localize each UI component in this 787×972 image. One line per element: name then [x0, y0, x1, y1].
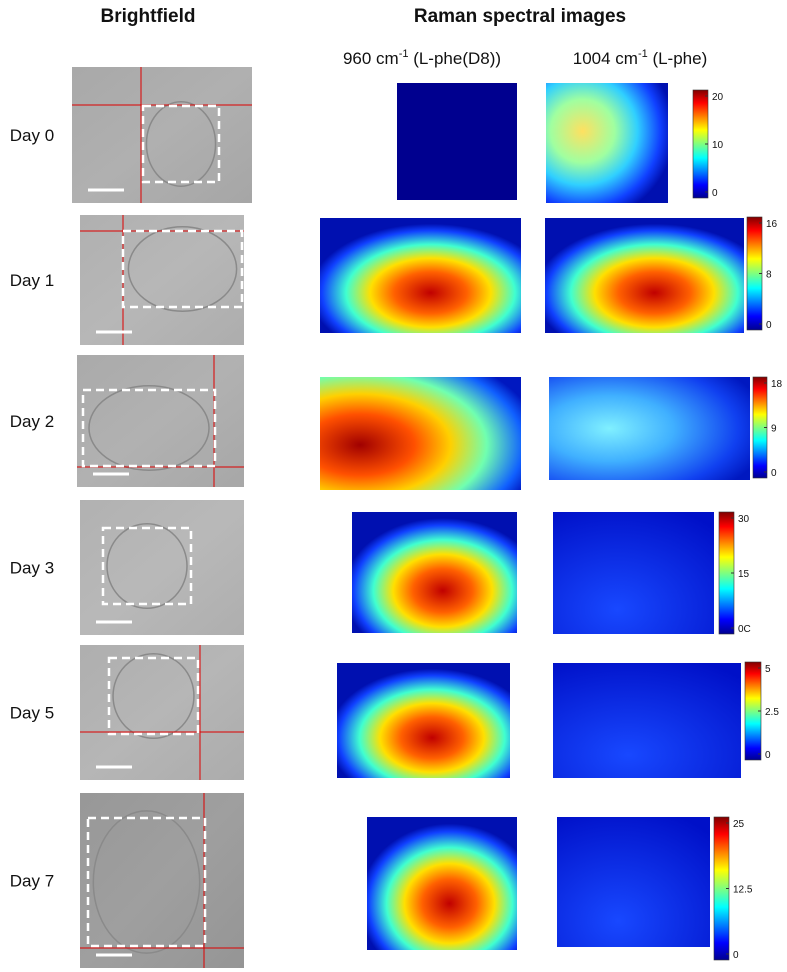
brightfield-texture	[80, 793, 244, 968]
colorbar-tick-label: 0	[712, 188, 718, 199]
cell-outline	[106, 523, 188, 609]
colorbar-tick-label: 12.5	[733, 885, 753, 896]
colorbar-tick-label: 0	[733, 950, 739, 961]
channel-text: (L-phe(D8))	[408, 49, 501, 68]
cell-outline	[145, 101, 217, 187]
channel-text: 960 cm	[343, 49, 399, 68]
colorbar-tick-label: 0	[765, 750, 771, 761]
colorbar-tick-label: 20	[712, 92, 724, 103]
raman-image	[367, 817, 517, 950]
raman-image	[545, 218, 744, 333]
day-label: Day 0	[10, 126, 54, 145]
colorbar-tick-label: 16	[766, 219, 778, 230]
brightfield-header: Brightfield	[101, 6, 196, 27]
colorbar-tick-label: 18	[771, 379, 783, 390]
cell-outline	[112, 653, 195, 739]
raman-image	[320, 377, 521, 490]
raman-image	[553, 663, 741, 778]
roi-box	[86, 816, 207, 948]
cell-outline	[88, 385, 210, 471]
raman-image	[549, 377, 750, 480]
colorbar-tick-label: 9	[771, 424, 777, 435]
rows: Day 0 20 10 0 Day 1 16 8 0 Day 2 18 9 0 Day 3 30 15 0C D…	[10, 67, 783, 968]
raman-image	[337, 663, 510, 778]
colorbar-tick-label: 0C	[738, 624, 751, 635]
colorbar-tick-label: 15	[738, 569, 750, 580]
channel-header: 960 cm-1 (L-phe(D8))	[343, 48, 501, 68]
brightfield-texture	[72, 67, 252, 203]
roi-box	[107, 656, 200, 736]
cell-outline	[127, 226, 238, 312]
raman-image	[352, 512, 517, 633]
raman-image	[320, 218, 521, 333]
colorbar-tick-label: 2.5	[765, 707, 779, 718]
brightfield-texture	[80, 215, 244, 345]
day-label: Day 1	[10, 271, 54, 290]
raman-image	[553, 512, 714, 634]
day-label: Day 2	[10, 412, 54, 431]
colorbar-tick-label: 0	[771, 468, 777, 479]
raman-image	[397, 83, 517, 200]
colorbar-tick-label: 25	[733, 819, 745, 830]
day-label: Day 3	[10, 559, 54, 578]
channel-sup: -1	[399, 48, 409, 60]
colorbar-tick-label: 10	[712, 140, 724, 151]
raman-image	[557, 817, 710, 947]
roi-box	[81, 388, 217, 468]
roi-box	[121, 229, 244, 309]
colorbar-tick-label: 5	[765, 664, 771, 675]
channel-text: (L-phe)	[648, 49, 708, 68]
channel-sup: -1	[638, 48, 648, 60]
roi-box	[141, 104, 221, 184]
raman-header: Raman spectral images	[414, 6, 626, 27]
roi-box	[101, 526, 193, 606]
cell-outline	[92, 810, 201, 954]
brightfield-texture	[80, 500, 244, 635]
colorbar-tick-label: 0	[766, 320, 772, 331]
day-label: Day 7	[10, 872, 54, 891]
brightfield-texture	[80, 645, 244, 780]
channel-header: 1004 cm-1 (L-phe)	[573, 48, 708, 68]
day-label: Day 5	[10, 704, 54, 723]
colorbar-tick-label: 8	[766, 270, 772, 281]
colorbar-tick-label: 30	[738, 514, 750, 525]
channel-text: 1004 cm	[573, 49, 638, 68]
raman-image	[546, 83, 668, 203]
